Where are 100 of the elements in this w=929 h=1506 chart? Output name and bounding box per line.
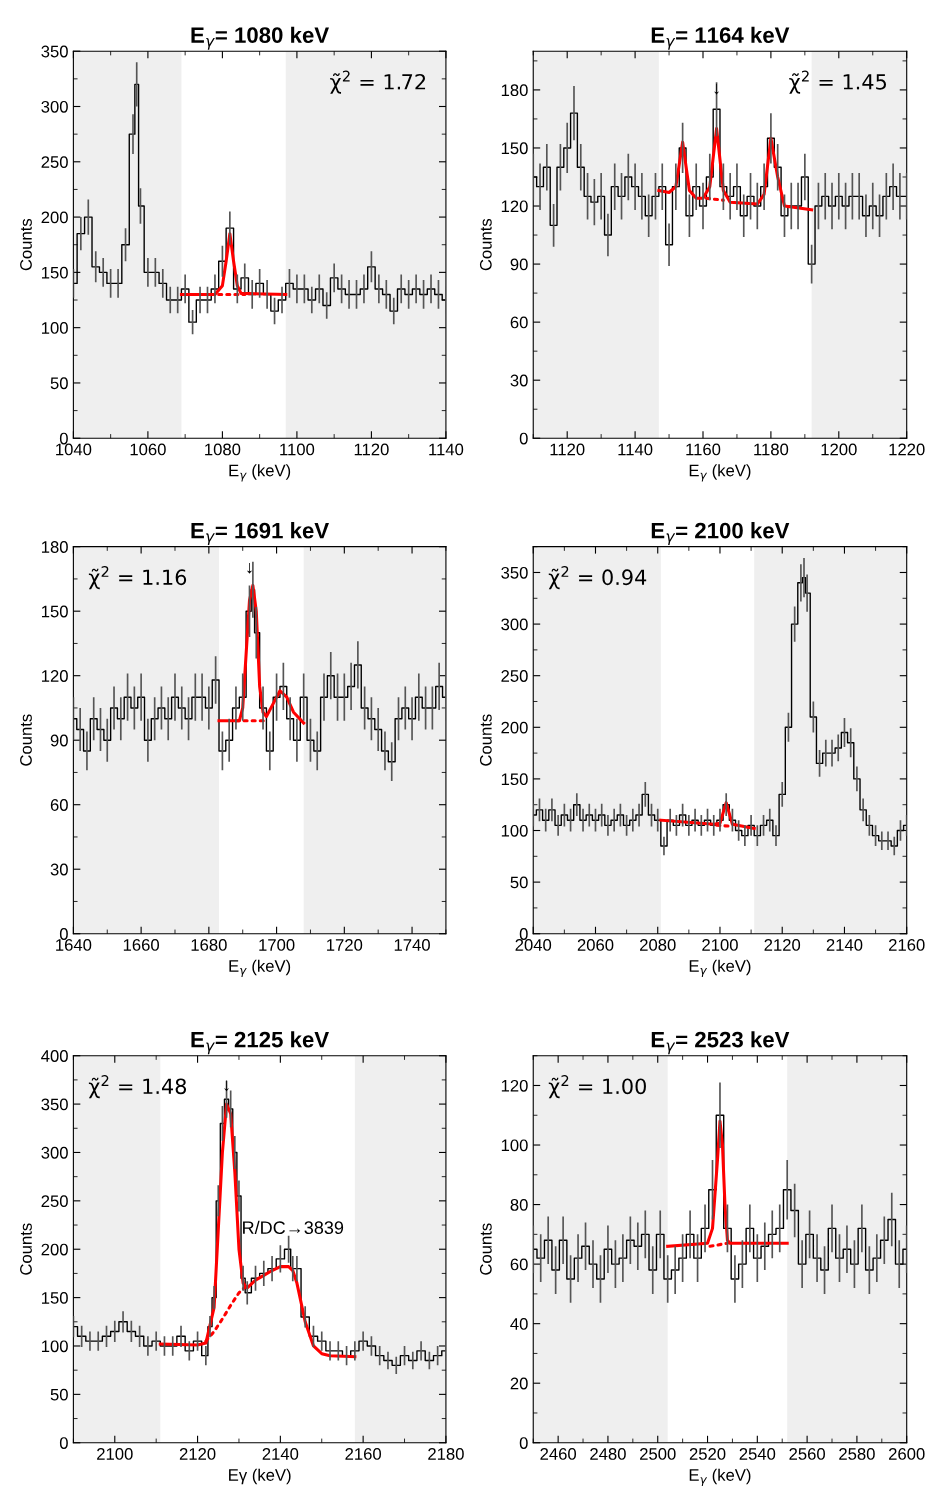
x-tick-label: 2180 — [428, 1448, 464, 1460]
x-tick-label: 1140 — [618, 443, 653, 456]
y-axis-title: Counts — [20, 1223, 32, 1275]
x-tick-label: 2140 — [262, 1448, 299, 1460]
y-tick-label: 60 — [510, 1258, 528, 1271]
y-tick-label: 0 — [519, 432, 528, 445]
x-tick-label: 1100 — [280, 443, 315, 456]
y-axis-title: Counts — [479, 714, 492, 766]
x-tick-label: 1660 — [123, 939, 160, 951]
y-tick-label: 400 — [41, 1050, 68, 1062]
y-tick-label: 30 — [510, 374, 528, 387]
x-tick-label: 2480 — [590, 1448, 626, 1460]
annotation: ↓ — [247, 562, 252, 574]
y-tick-label: 20 — [510, 1377, 528, 1390]
y-tick-label: 90 — [510, 258, 528, 271]
x-tick-label: 1140 — [429, 443, 464, 456]
x-tick-label: 2160 — [345, 1448, 382, 1460]
x-tick-label: 2120 — [764, 939, 801, 951]
x-tick-label: 2580 — [839, 1448, 875, 1460]
annotation: χ̃$^{2}$ = 1.00 — [548, 1075, 646, 1099]
y-tick-label: 200 — [501, 721, 528, 734]
x-tick-label: 1700 — [259, 939, 295, 951]
annotation: R/DC→3839 — [243, 1220, 344, 1235]
x-tick-label: 2040 — [515, 939, 552, 951]
x-tick-label: 2120 — [179, 1448, 216, 1460]
x-tick-label: 1180 — [754, 443, 789, 456]
y-tick-label: 250 — [501, 670, 528, 682]
y-axis-title: Counts — [479, 218, 492, 271]
y-tick-label: 150 — [42, 266, 68, 279]
x-tick-label: 1060 — [130, 443, 166, 456]
chart-title: E$_{γ}$= 2125 keV — [191, 1031, 329, 1055]
y-tick-label: 200 — [41, 1243, 68, 1256]
x-tick-label: 2140 — [826, 939, 863, 951]
x-tick-label: 2080 — [640, 939, 676, 951]
y-tick-label: 90 — [50, 734, 68, 747]
x-tick-label: 2540 — [739, 1448, 776, 1460]
annotation: χ̃$^{2}$ = 1.45 — [789, 70, 887, 94]
annotation: χ̃$^{2}$ = 1.16 — [88, 566, 187, 590]
x-axis-title: Eγ (keV) — [229, 1468, 291, 1485]
y-tick-label: 300 — [41, 100, 68, 113]
chart-title: E$_{γ}$= 2100 keV — [651, 522, 790, 546]
y-tick-label: 250 — [41, 156, 68, 168]
x-tick-label: 2060 — [577, 939, 614, 951]
x-tick-label: 1220 — [889, 443, 925, 456]
y-tick-label: 120 — [501, 1079, 528, 1092]
x-axis-title: E$_{γ}$ (keV) — [689, 464, 751, 482]
chart-title: E$_{γ}$= 1164 keV — [651, 26, 790, 50]
x-tick-label: 1120 — [354, 443, 389, 456]
y-tick-label: 120 — [501, 200, 528, 213]
y-tick-label: 100 — [501, 824, 528, 837]
y-tick-label: 150 — [42, 1292, 68, 1304]
y-tick-label: 350 — [501, 566, 528, 579]
y-tick-label: 180 — [42, 541, 68, 553]
x-tick-label: 2160 — [889, 939, 925, 951]
y-tick-label: 150 — [501, 142, 528, 155]
y-tick-label: 40 — [510, 1318, 528, 1330]
y-tick-label: 150 — [501, 773, 528, 786]
x-axis-title: E$_{γ}$ (keV) — [229, 464, 291, 482]
y-tick-label: 120 — [42, 670, 68, 682]
chart-title: E$_{γ}$= 1691 keV — [191, 522, 329, 546]
y-tick-label: 0 — [59, 432, 68, 445]
x-tick-label: 1080 — [205, 443, 241, 456]
x-tick-label: 1120 — [550, 443, 585, 456]
y-tick-label: 60 — [50, 799, 68, 811]
x-tick-label: 2460 — [540, 1448, 577, 1460]
chart-title: E$_{γ}$= 2523 keV — [651, 1031, 790, 1055]
x-tick-label: 2520 — [689, 1448, 726, 1460]
y-tick-label: 300 — [41, 1146, 68, 1159]
y-tick-label: 80 — [510, 1198, 528, 1211]
y-tick-label: 350 — [41, 1098, 68, 1111]
y-tick-label: 100 — [42, 1340, 68, 1353]
annotation: ↓ — [714, 83, 719, 95]
x-tick-label: 2500 — [640, 1448, 676, 1460]
y-tick-label: 50 — [50, 377, 68, 390]
y-tick-label: 0 — [519, 928, 528, 940]
x-tick-label: 1680 — [191, 939, 227, 951]
x-tick-label: 2560 — [789, 1448, 825, 1460]
chart-title: E$_{γ}$= 1080 keV — [191, 26, 329, 50]
x-tick-label: 1740 — [394, 939, 430, 951]
annotation: χ̃$^{2}$ = 0.94 — [548, 566, 647, 590]
y-tick-label: 200 — [41, 211, 68, 224]
y-tick-label: 0 — [59, 928, 68, 940]
y-tick-label: 300 — [501, 618, 528, 631]
y-tick-label: 50 — [50, 1388, 68, 1401]
y-tick-label: 250 — [41, 1195, 68, 1208]
y-tick-label: 60 — [510, 316, 528, 329]
annotation: ↓ — [224, 1080, 229, 1092]
x-tick-label: 1160 — [686, 443, 721, 456]
y-tick-label: 100 — [42, 322, 68, 334]
y-axis-title: Counts — [479, 1223, 492, 1275]
x-tick-label: 1040 — [56, 443, 92, 456]
annotation: χ̃$^{2}$ = 1.48 — [88, 1075, 187, 1099]
annotation: χ̃$^{2}$ = 1.72 — [330, 70, 426, 94]
x-tick-label: 2100 — [702, 939, 738, 951]
y-tick-label: 100 — [501, 1139, 528, 1152]
y-tick-label: 350 — [41, 45, 68, 58]
x-axis-title: E$_{γ}$ (keV) — [689, 959, 751, 977]
y-tick-label: 50 — [510, 876, 528, 889]
y-tick-label: 0 — [59, 1437, 68, 1449]
x-axis-title: E$_{γ}$ (keV) — [689, 1468, 751, 1486]
